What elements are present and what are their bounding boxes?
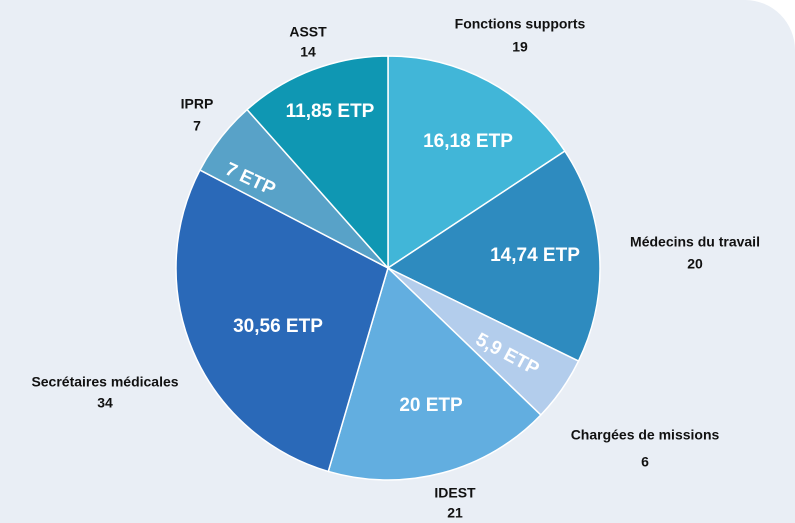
count-label: 6 — [641, 454, 649, 470]
count-label: 14 — [300, 44, 316, 60]
category-label: ASST — [289, 24, 327, 40]
pie-slice — [246, 55, 389, 270]
pie-slice — [386, 150, 601, 363]
category-label: Fonctions supports — [455, 16, 586, 32]
category-label: IPRP — [181, 96, 214, 112]
category-label: Chargées de missions — [571, 427, 720, 443]
count-label: 19 — [512, 39, 528, 55]
slice-label: 20 ETP — [399, 395, 463, 416]
slice-label: 11,85 ETP — [286, 101, 375, 122]
category-label: IDEST — [434, 485, 476, 501]
slice-label: 16,18 ETP — [423, 131, 513, 152]
pie-slice — [327, 266, 542, 481]
slice-label: 30,56 ETP — [233, 316, 323, 337]
count-label: 34 — [97, 395, 113, 411]
count-label: 20 — [687, 256, 703, 272]
category-label: Secrétaires médicales — [31, 374, 178, 390]
count-label: 7 — [193, 118, 201, 134]
pie-slice — [175, 169, 389, 473]
pie-slice — [387, 55, 566, 270]
count-label: 21 — [447, 505, 463, 521]
category-label: Médecins du travail — [630, 234, 760, 250]
slice-label: 14,74 ETP — [490, 245, 580, 266]
